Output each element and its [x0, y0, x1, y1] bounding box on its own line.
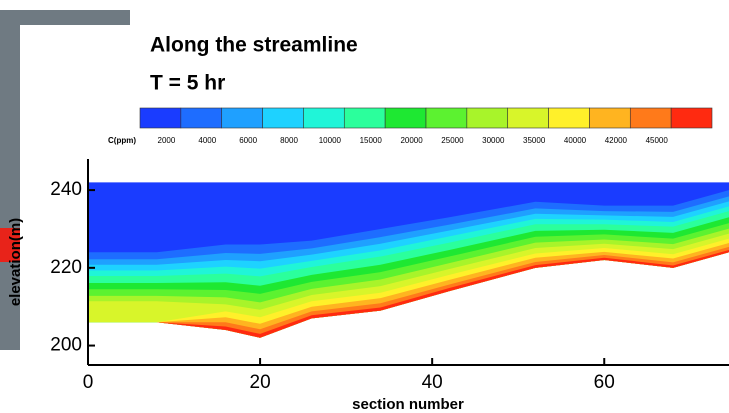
colorbar-swatch: [384, 107, 427, 129]
colorbar-swatch: [670, 107, 713, 129]
y-tick-label: 200: [50, 335, 82, 356]
colorbar-tick-label: 20000: [400, 136, 423, 145]
colorbar-tick-label: 45000: [646, 136, 669, 145]
colorbar-swatch: [589, 107, 631, 129]
colorbar-swatch: [466, 107, 509, 129]
colorbar-tick-label: 6000: [239, 136, 257, 145]
colorbar-swatch: [343, 107, 386, 129]
colorbar-swatch: [180, 107, 223, 129]
x-tick-label: 40: [422, 372, 443, 393]
colorbar-tick-label: 2000: [158, 136, 176, 145]
colorbar-swatch: [425, 107, 468, 129]
y-tick-label: 240: [50, 179, 82, 200]
colorbar-tick-label: 10000: [319, 136, 342, 145]
colorbar-swatch: [221, 107, 263, 129]
y-axis-label: elevation(m): [7, 218, 24, 306]
colorbar-swatch: [507, 107, 549, 129]
x-tick-label: 20: [250, 372, 271, 393]
colorbar-swatch: [548, 107, 590, 129]
colorbar-tick-label: 25000: [441, 136, 464, 145]
x-tick-label: 0: [83, 372, 94, 393]
colorbar-swatch: [139, 107, 182, 129]
colorbar-tick-label: 15000: [360, 136, 383, 145]
chart-title: Along the streamline: [150, 34, 358, 57]
colorbar-tick-label: 42000: [605, 136, 628, 145]
colorbar-tick-label: 40000: [564, 136, 587, 145]
photo-stripe: [0, 228, 20, 262]
colorbar-label: C(ppm): [108, 136, 136, 145]
x-axis-label: section number: [352, 396, 464, 413]
chart-subtitle: T = 5 hr: [150, 72, 225, 95]
colorbar-swatch: [262, 107, 304, 129]
x-tick-label: 60: [594, 372, 615, 393]
y-tick-label: 220: [50, 257, 82, 278]
colorbar-tick-label: 8000: [280, 136, 298, 145]
colorbar-tick-label: 30000: [482, 136, 505, 145]
colorbar-tick-label: 4000: [198, 136, 216, 145]
colorbar-swatch: [303, 107, 345, 129]
colorbar-tick-label: 35000: [523, 136, 546, 145]
colorbar-swatch: [629, 107, 672, 129]
